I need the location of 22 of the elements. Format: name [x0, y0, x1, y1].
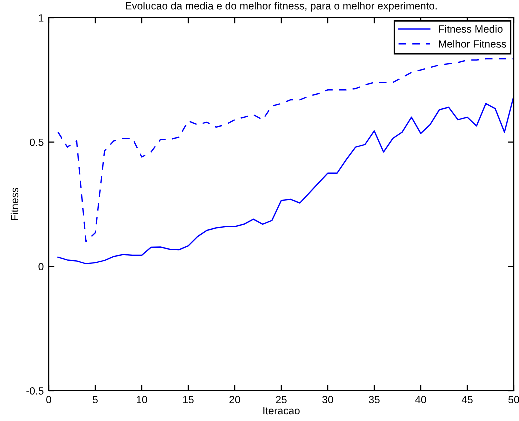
x-axis-title: Iteracao	[264, 407, 300, 415]
legend-label: Melhor Fitness	[439, 40, 506, 48]
y-tick-label: 1	[39, 14, 44, 22]
y-axis-title: Fitness	[10, 188, 19, 220]
x-tick-label: 15	[184, 396, 194, 404]
y-tick-label: 0.5	[30, 138, 44, 146]
x-tick-label: 45	[462, 396, 473, 404]
y-tick-label: -0.5	[26, 388, 44, 395]
x-tick-label: 25	[276, 396, 287, 404]
x-tick-label: 35	[369, 396, 380, 404]
legend-label: Fitness Medio	[439, 25, 503, 33]
x-tick-label: 0	[46, 396, 52, 404]
line-series	[58, 96, 514, 265]
x-tick-label: 20	[230, 396, 240, 404]
y-tick-label: 0	[38, 263, 44, 271]
x-tick-label: 50	[508, 396, 519, 404]
line-series	[58, 58, 514, 242]
x-tick-label: 5	[93, 396, 98, 404]
x-tick-label: 10	[137, 396, 148, 404]
x-tick-label: 40	[415, 396, 426, 404]
chart-title: Evolucao da media e do melhor fitness, para o melhor experimento.	[126, 2, 437, 12]
x-tick-label: 30	[322, 396, 334, 404]
